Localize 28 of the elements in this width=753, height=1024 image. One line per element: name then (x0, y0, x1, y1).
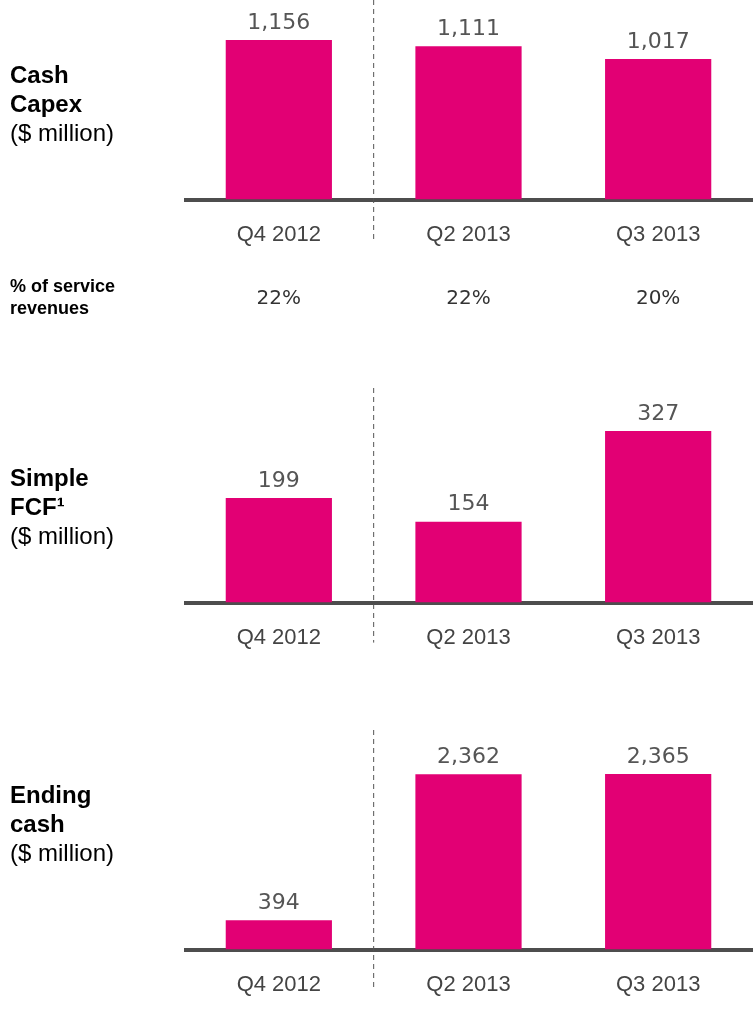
text: 22% (445, 285, 492, 309)
x-tick-label: Q2 2013 (426, 623, 511, 649)
text: % of service revenues (10, 275, 117, 319)
text: 20% (634, 285, 682, 309)
x-tick-label: Q2 2013 (426, 220, 511, 246)
x-tick-label: Q3 2013 (615, 970, 701, 996)
data-label: 199 (257, 466, 300, 492)
x-tick-label: Q4 2012 (236, 220, 322, 246)
text: Cash Capex (10, 60, 84, 118)
data-label: 1,156 (247, 8, 311, 34)
data-label: 154 (447, 490, 490, 516)
text: ($ million) (10, 838, 115, 867)
data-label: 394 (257, 889, 300, 915)
text: ($ million) (10, 521, 115, 550)
text: Ending cash (10, 780, 93, 838)
data-label: 327 (637, 399, 680, 425)
data-label: 2,362 (437, 742, 500, 768)
x-tick-label: Q2 2013 (426, 970, 511, 996)
data-label: 1,017 (626, 27, 690, 53)
text: 22% (255, 285, 303, 309)
text: Simple FCF¹ (10, 463, 90, 521)
x-tick-label: Q3 2013 (615, 220, 701, 246)
data-label: 2,365 (626, 742, 690, 768)
x-tick-label: Q3 2013 (615, 623, 701, 649)
x-tick-label: Q4 2012 (236, 970, 322, 996)
data-label: 1,111 (437, 14, 500, 40)
x-tick-label: Q4 2012 (236, 623, 322, 649)
text: ($ million) (10, 118, 115, 147)
